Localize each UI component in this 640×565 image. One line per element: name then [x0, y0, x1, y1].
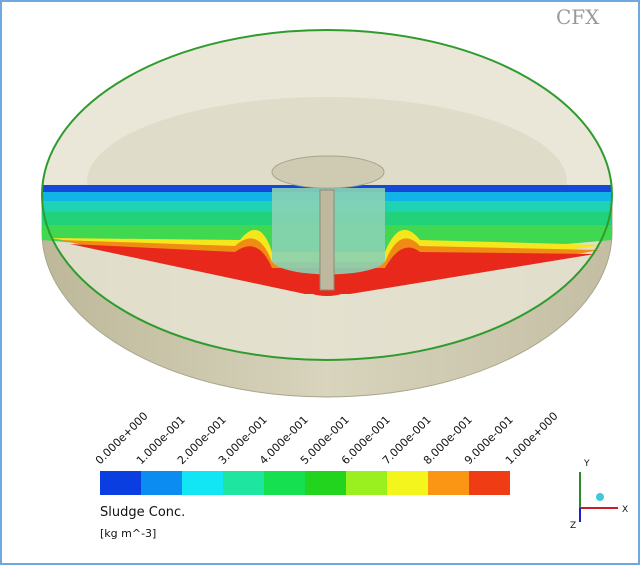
tank — [41, 29, 613, 398]
axis-label: Z — [570, 521, 576, 531]
color-swatch — [182, 471, 223, 495]
color-swatch — [141, 471, 182, 495]
logo: CFX — [556, 5, 600, 29]
color-swatch — [346, 471, 387, 495]
color-swatch — [428, 471, 469, 495]
color-swatch — [223, 471, 264, 495]
color-swatch — [264, 471, 305, 495]
color-swatch — [387, 471, 428, 495]
axis-triad: Y X Z — [570, 459, 628, 531]
color-swatch — [469, 471, 510, 495]
legend-units: [kg m^-3] — [100, 527, 156, 540]
legend-title: Sludge Conc. — [100, 505, 185, 520]
color-swatch — [305, 471, 346, 495]
axis-label: X — [622, 505, 628, 515]
color-swatch — [100, 471, 141, 495]
axis-label: Y — [583, 459, 590, 469]
